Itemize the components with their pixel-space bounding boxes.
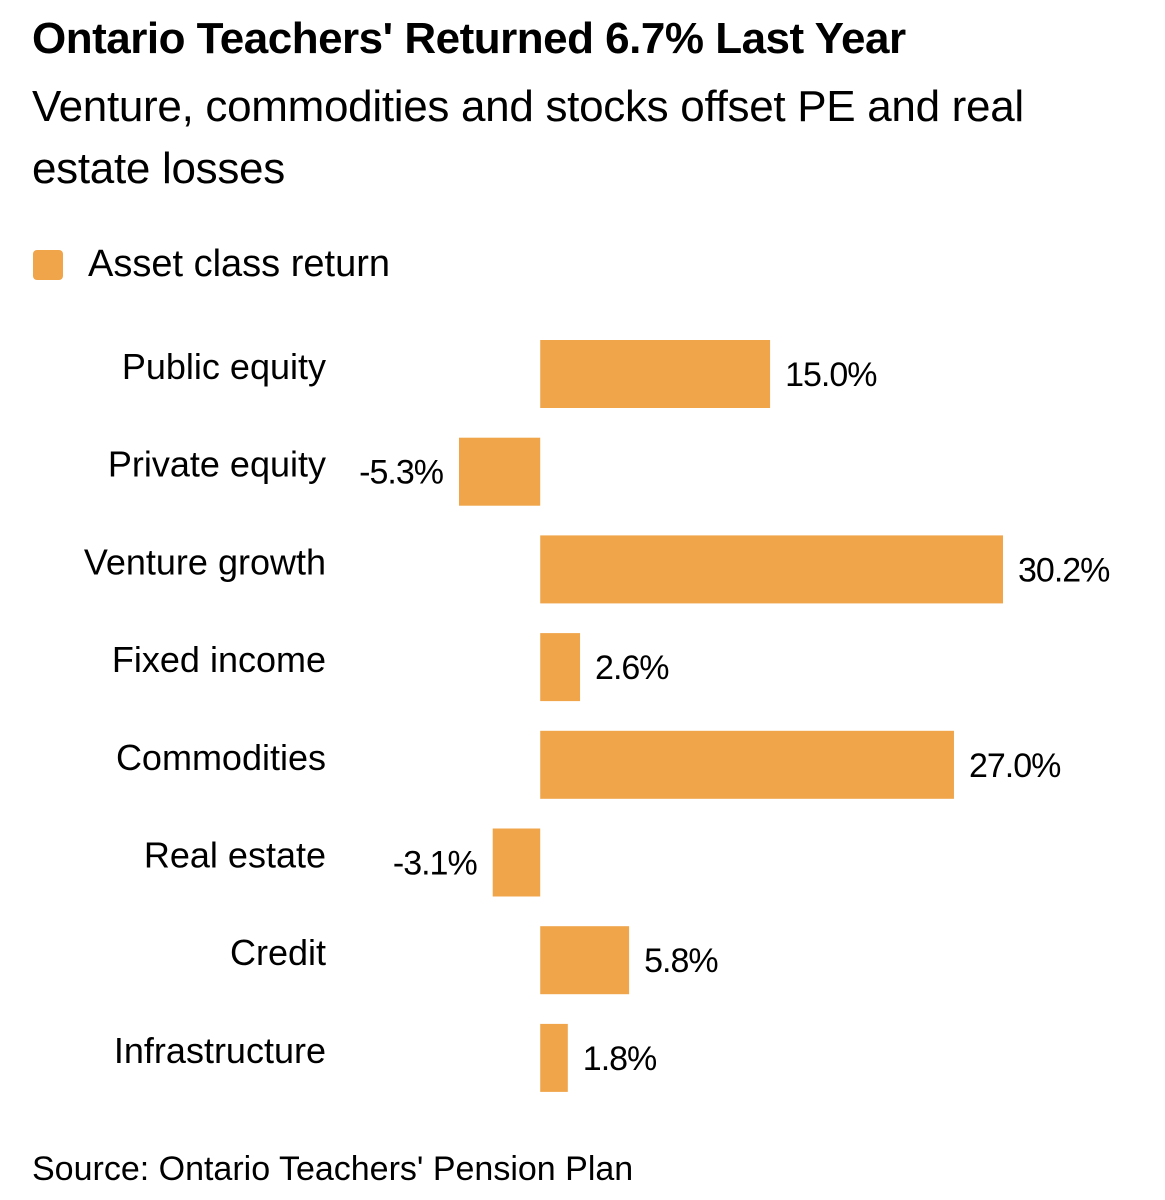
y-tick-label: Commodities [116,737,326,778]
value-label: -5.3% [359,454,444,492]
y-tick-label: Public equity [122,346,326,387]
y-tick-label: Infrastructure [114,1030,326,1071]
y-tick-label: Real estate [144,835,326,876]
value-label: -3.1% [393,845,478,883]
bar [540,926,630,995]
bar [492,828,541,897]
y-tick-label: Private equity [108,444,326,485]
source: Source: Ontario Teachers' Pension Plan [32,1150,633,1188]
y-tick-label: Credit [230,932,326,973]
value-label: 15.0% [785,356,877,394]
chart-title: Ontario Teachers' Returned 6.7% Last Yea… [32,14,906,63]
bar [540,633,581,702]
chart-subtitle: Venture, commodities and stocks offset P… [32,82,1024,193]
value-label: 30.2% [1018,551,1110,589]
value-label: 27.0% [969,747,1061,785]
bar [540,730,954,799]
y-tick-label: Venture growth [84,541,326,582]
bar [540,340,771,408]
bar [459,437,541,506]
legend-label: Asset class return [88,243,390,285]
value-label: 5.8% [644,942,718,980]
y-tick-label: Fixed income [112,639,326,680]
bar [540,535,1003,604]
value-label: 1.8% [583,1040,657,1078]
value-label: 2.6% [595,649,669,687]
legend-swatch [33,250,63,280]
bar [540,1023,568,1092]
